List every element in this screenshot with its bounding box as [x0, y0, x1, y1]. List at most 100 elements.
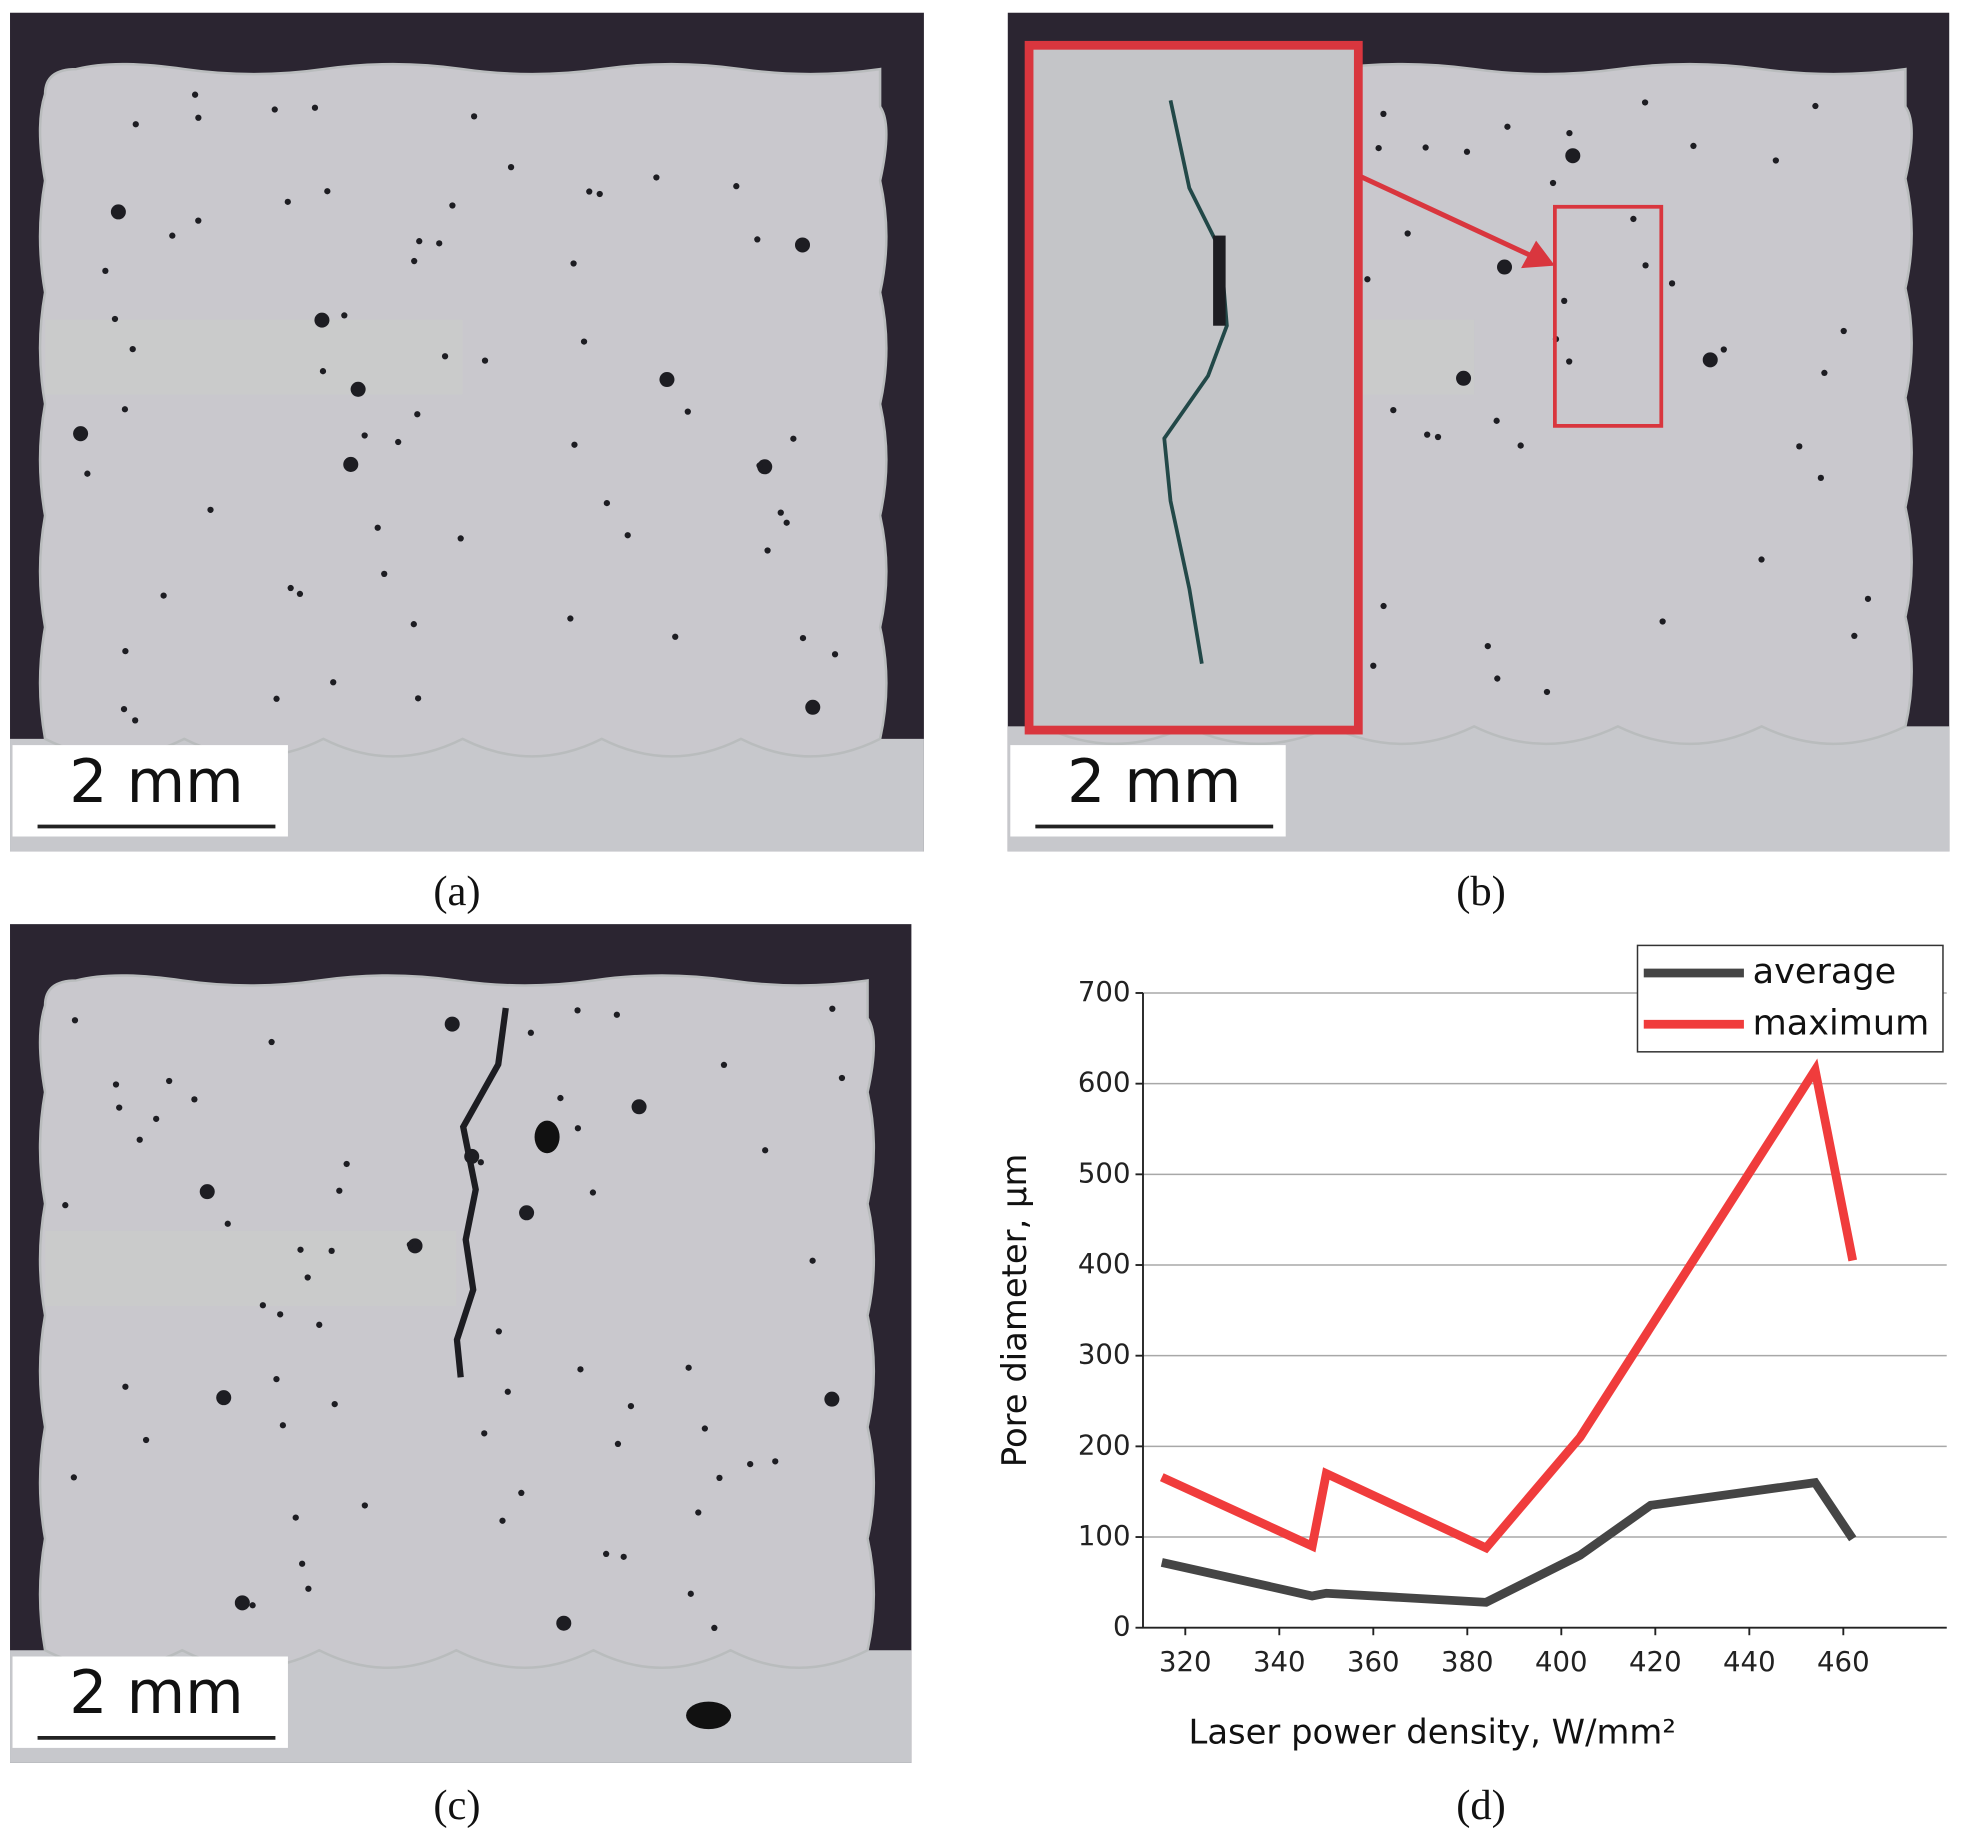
pore: [831, 651, 839, 658]
pore: [277, 1311, 284, 1318]
pore: [1817, 474, 1824, 481]
pore: [1812, 102, 1819, 110]
pore: [111, 315, 119, 323]
pore: [1758, 556, 1765, 563]
pore: [1422, 144, 1429, 151]
pore: [754, 236, 761, 243]
pore: [166, 1077, 173, 1085]
pore: [701, 1425, 708, 1432]
pore: [199, 1184, 215, 1200]
pore: [299, 1560, 306, 1567]
pore: [733, 183, 740, 190]
pore: [571, 441, 578, 448]
pore: [410, 621, 417, 628]
scale-bar-box: [12, 1656, 288, 1748]
pore: [1659, 618, 1666, 625]
x-tick-label: 360: [1347, 1646, 1400, 1678]
pore: [805, 699, 821, 715]
pore: [577, 1366, 584, 1373]
pore: [441, 353, 449, 360]
arrow-head: [1521, 240, 1555, 269]
pore: [1565, 148, 1581, 164]
x-tick-label: 380: [1441, 1646, 1494, 1678]
scale-bar-label: 2 mm: [1067, 747, 1241, 817]
chart: 0 100 200 300 400 500 600 700 320 340 360 380 400 420…: [995, 944, 1947, 1752]
pore: [129, 346, 136, 353]
pore: [603, 1550, 610, 1558]
pore: [259, 1302, 267, 1309]
pore: [685, 1364, 692, 1371]
pore: [324, 188, 331, 195]
stitch-band: [45, 1230, 457, 1306]
pore: [613, 1011, 620, 1018]
inset-crack: [1162, 99, 1229, 665]
pore: [191, 1096, 198, 1103]
pore: [1642, 262, 1649, 269]
series-line: [1159, 1058, 1858, 1554]
pore: [160, 592, 167, 599]
pore: [1702, 352, 1718, 368]
pore: [457, 535, 464, 542]
pore: [1463, 148, 1471, 155]
pore: [477, 1159, 484, 1166]
pore: [84, 470, 91, 477]
pore: [586, 188, 593, 195]
pore: [1543, 688, 1551, 696]
pore: [414, 695, 422, 702]
pore: [411, 257, 418, 265]
pore: [328, 1247, 335, 1255]
pore: [624, 532, 631, 539]
pore: [1380, 110, 1387, 118]
pore: [271, 106, 278, 113]
scale-bar-label: 2 mm: [69, 747, 243, 817]
pore: [783, 519, 790, 526]
pore: [799, 634, 807, 642]
pore: [527, 1029, 535, 1036]
pore: [603, 499, 611, 507]
pore: [350, 381, 366, 397]
x-tick-label: 420: [1629, 1646, 1682, 1678]
pore: [284, 198, 291, 205]
caption: (c): [433, 1782, 480, 1829]
pore: [287, 584, 294, 592]
arrow: [1357, 173, 1535, 260]
pore: [142, 1436, 150, 1444]
pore: [1493, 417, 1500, 424]
legend-label: average: [1753, 951, 1896, 992]
y-tick-label: 0: [1113, 1611, 1131, 1643]
pore: [556, 1615, 572, 1631]
y-tick-label: 100: [1078, 1520, 1131, 1552]
pore: [764, 547, 771, 554]
pore: [169, 232, 176, 239]
pore: [1630, 215, 1637, 223]
scale-bar-box: [12, 745, 288, 837]
pore: [336, 1187, 343, 1194]
pore: [829, 1005, 836, 1012]
pore: [316, 1321, 323, 1328]
pore: [1380, 602, 1387, 610]
pore: [132, 717, 139, 724]
specimen: [38, 62, 888, 758]
pore: [1668, 280, 1676, 287]
pore: [304, 1274, 311, 1281]
pore: [112, 1081, 120, 1088]
caption: (b): [1456, 868, 1506, 915]
pore: [314, 312, 330, 328]
pore: [711, 1624, 718, 1632]
pore: [838, 1074, 846, 1082]
pore: [1484, 642, 1491, 650]
pore: [296, 590, 304, 598]
pore: [627, 1402, 635, 1410]
pore: [1504, 123, 1511, 130]
pore: [195, 114, 202, 121]
pore: [519, 1205, 535, 1221]
pore: [234, 1595, 250, 1611]
pore: [567, 615, 574, 622]
pore: [102, 267, 109, 274]
pore: [1641, 99, 1649, 106]
scale-bar-label: 2 mm: [69, 1658, 243, 1728]
pore: [1772, 157, 1779, 164]
pore: [319, 368, 327, 375]
pore: [297, 1246, 304, 1253]
